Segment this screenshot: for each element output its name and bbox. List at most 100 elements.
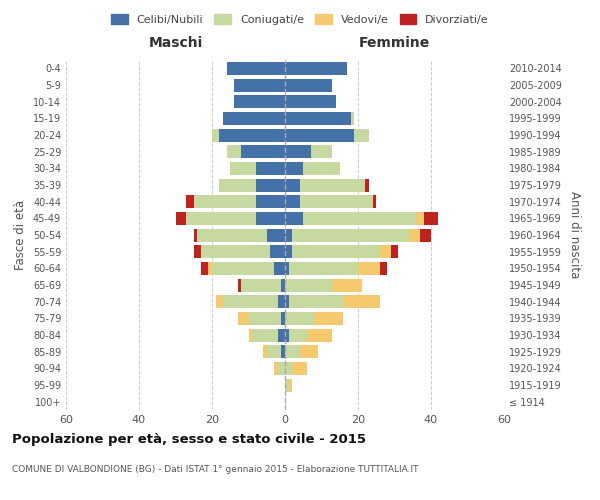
Bar — [424, 212, 439, 225]
Bar — [299, 178, 365, 192]
Bar — [289, 295, 343, 308]
Bar — [285, 62, 347, 75]
Bar — [256, 162, 285, 175]
Bar — [281, 278, 285, 291]
Bar — [278, 295, 285, 308]
Bar — [299, 345, 318, 358]
Bar — [303, 212, 416, 225]
Bar — [241, 278, 281, 291]
Bar — [194, 245, 201, 258]
Bar — [278, 362, 285, 375]
Bar — [285, 362, 292, 375]
Bar — [256, 212, 285, 225]
Bar — [212, 128, 220, 141]
Bar — [380, 245, 391, 258]
Bar — [292, 228, 409, 241]
Bar — [234, 95, 285, 108]
Bar — [285, 378, 289, 392]
Bar — [223, 295, 278, 308]
Bar — [285, 295, 289, 308]
Bar — [285, 345, 299, 358]
Bar — [285, 78, 332, 92]
Bar — [223, 112, 285, 125]
Bar — [355, 128, 369, 141]
Bar — [391, 245, 398, 258]
Text: Femmine: Femmine — [359, 36, 430, 50]
Bar — [285, 95, 336, 108]
Bar — [208, 262, 212, 275]
Bar — [220, 128, 285, 141]
Bar — [194, 195, 256, 208]
Bar — [311, 145, 332, 158]
Text: Maschi: Maschi — [148, 36, 203, 50]
Bar — [285, 328, 289, 342]
Bar — [416, 212, 424, 225]
Bar — [281, 312, 285, 325]
Bar — [238, 312, 248, 325]
Bar — [241, 145, 285, 158]
Bar — [256, 178, 285, 192]
Bar — [289, 328, 307, 342]
Bar — [285, 312, 314, 325]
Bar — [350, 112, 355, 125]
Bar — [292, 362, 307, 375]
Bar — [278, 328, 285, 342]
Bar — [187, 212, 256, 225]
Bar — [176, 212, 187, 225]
Bar — [292, 245, 380, 258]
Bar — [267, 345, 281, 358]
Bar — [285, 245, 292, 258]
Bar — [314, 312, 343, 325]
Bar — [420, 228, 431, 241]
Bar — [263, 345, 267, 358]
Bar — [285, 178, 299, 192]
Bar — [285, 112, 350, 125]
Bar — [248, 312, 281, 325]
Bar — [252, 328, 278, 342]
Bar — [256, 195, 285, 208]
Bar — [289, 378, 292, 392]
Bar — [201, 245, 271, 258]
Text: Popolazione per età, sesso e stato civile - 2015: Popolazione per età, sesso e stato civil… — [12, 432, 366, 446]
Bar — [281, 345, 285, 358]
Bar — [187, 195, 194, 208]
Bar — [230, 162, 256, 175]
Bar — [212, 262, 274, 275]
Bar — [332, 278, 362, 291]
Bar — [299, 195, 373, 208]
Bar — [267, 228, 285, 241]
Bar — [373, 195, 376, 208]
Bar — [285, 162, 303, 175]
Bar — [380, 262, 387, 275]
Bar — [358, 262, 380, 275]
Bar — [234, 78, 285, 92]
Bar — [285, 212, 303, 225]
Bar — [197, 228, 267, 241]
Bar — [201, 262, 208, 275]
Bar — [365, 178, 369, 192]
Bar — [220, 178, 256, 192]
Bar — [289, 262, 358, 275]
Bar — [227, 145, 241, 158]
Bar — [248, 328, 252, 342]
Bar — [238, 278, 241, 291]
Bar — [285, 195, 299, 208]
Y-axis label: Anni di nascita: Anni di nascita — [568, 192, 581, 278]
Bar — [307, 328, 332, 342]
Bar — [285, 262, 289, 275]
Y-axis label: Fasce di età: Fasce di età — [14, 200, 27, 270]
Bar — [343, 295, 380, 308]
Bar — [285, 145, 311, 158]
Bar — [409, 228, 420, 241]
Bar — [285, 278, 332, 291]
Bar — [274, 362, 278, 375]
Bar — [285, 128, 355, 141]
Bar — [285, 228, 292, 241]
Bar — [274, 262, 285, 275]
Text: COMUNE DI VALBONDIONE (BG) - Dati ISTAT 1° gennaio 2015 - Elaborazione TUTTITALI: COMUNE DI VALBONDIONE (BG) - Dati ISTAT … — [12, 466, 419, 474]
Bar — [303, 162, 340, 175]
Bar — [215, 295, 223, 308]
Bar — [194, 228, 197, 241]
Bar — [227, 62, 285, 75]
Bar — [271, 245, 285, 258]
